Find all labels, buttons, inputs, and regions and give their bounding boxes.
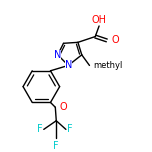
Text: F: F (54, 141, 59, 151)
Text: O: O (112, 35, 119, 45)
Text: O: O (59, 102, 67, 112)
Text: N: N (54, 50, 61, 60)
Text: N: N (65, 60, 72, 70)
Text: F: F (37, 124, 43, 134)
Text: F: F (67, 124, 73, 134)
Text: methyl: methyl (93, 61, 123, 70)
Text: OH: OH (92, 15, 107, 25)
